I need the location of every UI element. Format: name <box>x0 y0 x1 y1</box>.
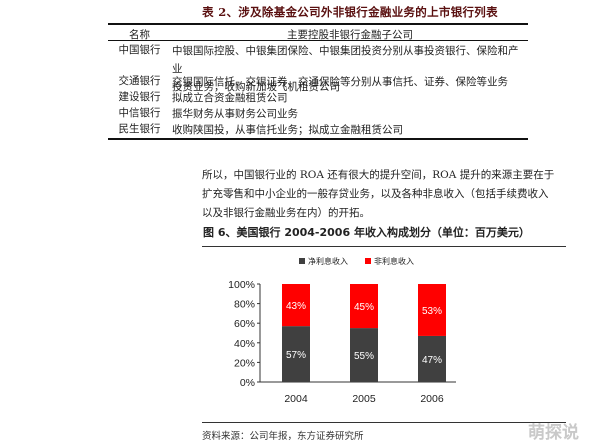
y-tick-label: 80% <box>234 299 255 311</box>
y-tick-label: 40% <box>234 338 255 350</box>
table-row-bank: 民生银行 <box>118 123 161 135</box>
table-top-rule <box>108 23 528 25</box>
table-row-bank: 中国银行 <box>118 44 161 56</box>
table-row-bank: 中信银行 <box>118 107 161 119</box>
bar-segment <box>418 284 446 336</box>
watermark-logo: 萌探说 <box>528 423 579 443</box>
y-tick-label: 20% <box>234 357 255 369</box>
table-row-business: 交银国际信托、交银证券、交通保险等分别从事信托、证券、保险等业务 <box>172 76 508 88</box>
table-header-subsidiaries: 主要控股非银行金融子公司 <box>287 29 413 41</box>
paragraph-line: 以及非银行金融业务在内）的开拓。 <box>202 207 370 219</box>
figure-title: 图 6、美国银行 2004-2006 年收入构成划分（单位：百万美元） <box>203 226 530 239</box>
x-axis-labels: 2004 2005 2006 <box>284 393 444 405</box>
data-label: 43% <box>286 301 306 312</box>
paragraph-line: 所以，中国银行业的 ROA 还有很大的提升空间，ROA 提升的来源主要在于 <box>202 169 555 181</box>
table-header-rule <box>108 40 528 41</box>
data-label: 55% <box>354 351 374 362</box>
x-tick-label: 2005 <box>352 393 376 405</box>
bar-segment <box>350 284 378 329</box>
legend-label: 净利息收入 <box>308 256 348 266</box>
data-label: 57% <box>286 350 306 361</box>
table-title: 表 2、涉及除基金公司外非银行金融业务的上市银行列表 <box>202 5 498 19</box>
bar-segment <box>282 326 310 382</box>
figure-top-rule <box>202 246 566 247</box>
y-tick-label: 100% <box>228 279 255 291</box>
table-row-bank: 建设银行 <box>118 91 161 103</box>
y-tick-label: 60% <box>234 318 255 330</box>
bar-segment <box>418 335 446 382</box>
x-tick-label: 2004 <box>284 393 308 405</box>
data-label: 53% <box>422 306 442 317</box>
table-bottom-rule <box>108 138 528 140</box>
table-row-business: 拟成立合资金融租赁公司 <box>172 92 288 104</box>
data-label: 45% <box>354 302 374 313</box>
table-row-business: 中银国际控股、中银集团保险、中银集团投资分别从事投资银行、保险和产业 投资业务，… <box>172 45 519 93</box>
paragraph-line: 扩充零售和中小企业的一般存贷业务，以及各种非息收入（包括手续费收入 <box>202 188 549 200</box>
table-row-business: 振华财务从事财务公司业务 <box>172 108 298 120</box>
table-row-business: 收购陕国投，从事信托业务；拟成立金融租赁公司 <box>172 124 403 136</box>
bar-segment <box>350 328 378 382</box>
data-label: 47% <box>422 355 442 366</box>
figure-bottom-rule <box>202 422 566 423</box>
bars: 57% 43% 55% 45% 47% 53% <box>282 284 446 382</box>
table-header-name: 名称 <box>129 29 150 41</box>
body-paragraph: 所以，中国银行业的 ROA 还有很大的提升空间，ROA 提升的来源主要在于 扩充… <box>202 166 576 223</box>
revenue-chart: 净利息收入 非利息收入 0% 20% 40% 60% 80% 100% 57% 43% 55% 4… <box>228 256 456 405</box>
legend-swatch <box>299 258 305 264</box>
bar-segment <box>282 284 310 327</box>
legend-swatch <box>365 258 371 264</box>
y-tick-label: 0% <box>240 377 255 389</box>
table-row-bank: 交通银行 <box>118 75 161 87</box>
legend-label: 非利息收入 <box>374 256 414 266</box>
source-note: 资料来源：公司年报，东方证券研究所 <box>202 431 364 442</box>
chart-legend: 净利息收入 非利息收入 <box>299 256 414 266</box>
x-tick-label: 2006 <box>420 393 444 405</box>
